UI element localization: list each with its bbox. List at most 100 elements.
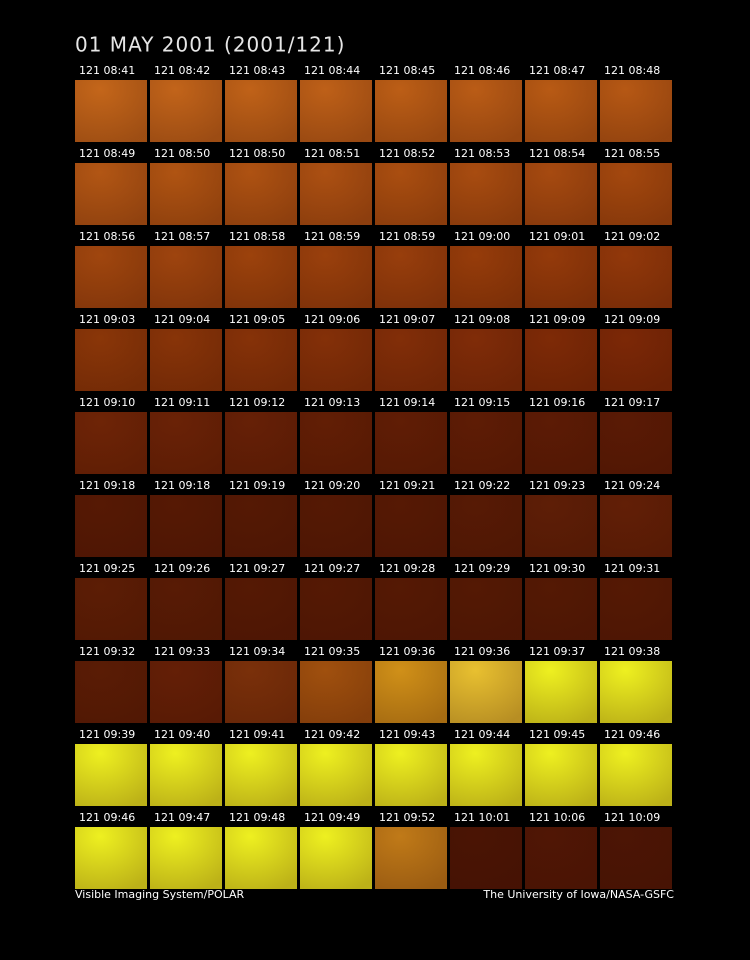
image-tile — [75, 495, 147, 557]
frame-time: 121 09:24 — [604, 479, 660, 492]
image-tile — [225, 827, 297, 889]
frame-time: 121 08:45 — [379, 64, 435, 77]
image-tile — [450, 495, 522, 557]
image-tile — [375, 578, 447, 640]
frame-time: 121 09:28 — [379, 562, 435, 575]
frame-time: 121 09:37 — [529, 645, 585, 658]
frame-time: 121 09:29 — [454, 562, 510, 575]
frame-time: 121 09:19 — [229, 479, 285, 492]
image-tile — [375, 495, 447, 557]
frame-time: 121 08:51 — [304, 147, 360, 160]
frame-time: 121 09:18 — [154, 479, 210, 492]
image-tile — [375, 661, 447, 723]
image-tile — [225, 246, 297, 308]
frame-time: 121 09:16 — [529, 396, 585, 409]
image-tile — [75, 163, 147, 225]
frame-time: 121 09:25 — [79, 562, 135, 575]
image-tile — [150, 329, 222, 391]
frame-time: 121 09:11 — [154, 396, 210, 409]
image-tile — [525, 661, 597, 723]
image-tile — [300, 661, 372, 723]
frame-time: 121 08:55 — [604, 147, 660, 160]
image-tile — [525, 80, 597, 142]
image-tile — [300, 163, 372, 225]
frame-time: 121 09:36 — [454, 645, 510, 658]
frame-time: 121 10:01 — [454, 811, 510, 824]
image-tile — [600, 246, 672, 308]
image-tile — [450, 80, 522, 142]
image-tile — [300, 744, 372, 806]
image-tile — [300, 827, 372, 889]
frame-time: 121 09:42 — [304, 728, 360, 741]
frame-time: 121 09:30 — [529, 562, 585, 575]
frame-time: 121 09:40 — [154, 728, 210, 741]
image-tile — [450, 661, 522, 723]
frame-time: 121 08:47 — [529, 64, 585, 77]
image-tile — [75, 827, 147, 889]
image-tile — [225, 412, 297, 474]
frame-time: 121 08:49 — [79, 147, 135, 160]
image-tile — [450, 744, 522, 806]
frame-time: 121 09:05 — [229, 313, 285, 326]
image-tile — [75, 578, 147, 640]
frame-time: 121 08:46 — [454, 64, 510, 77]
image-tile — [300, 495, 372, 557]
frame-time: 121 09:00 — [454, 230, 510, 243]
image-tile — [300, 578, 372, 640]
image-tile — [225, 80, 297, 142]
frame-time: 121 08:41 — [79, 64, 135, 77]
image-tile — [75, 412, 147, 474]
frame-time: 121 08:56 — [79, 230, 135, 243]
frame-time: 121 09:26 — [154, 562, 210, 575]
image-tile — [150, 246, 222, 308]
frame-time: 121 09:39 — [79, 728, 135, 741]
image-tile — [150, 827, 222, 889]
frame-time: 121 09:27 — [304, 562, 360, 575]
frame-time: 121 09:46 — [79, 811, 135, 824]
footer-left: Visible Imaging System/POLAR — [75, 888, 245, 901]
image-tile — [450, 163, 522, 225]
image-tile — [150, 163, 222, 225]
image-tile — [150, 661, 222, 723]
image-tile — [375, 329, 447, 391]
frame-time: 121 08:48 — [604, 64, 660, 77]
image-tile — [525, 578, 597, 640]
frame-time: 121 09:13 — [304, 396, 360, 409]
frame-time: 121 09:02 — [604, 230, 660, 243]
frame-time: 121 08:59 — [379, 230, 435, 243]
frame-time: 121 09:20 — [304, 479, 360, 492]
image-tile — [375, 827, 447, 889]
frame-time: 121 09:14 — [379, 396, 435, 409]
image-tile — [75, 744, 147, 806]
frame-time: 121 09:27 — [229, 562, 285, 575]
frame-time: 121 09:43 — [379, 728, 435, 741]
frame-time: 121 09:09 — [604, 313, 660, 326]
image-tile — [75, 246, 147, 308]
image-tile — [150, 578, 222, 640]
image-tile — [600, 661, 672, 723]
frame-time: 121 09:44 — [454, 728, 510, 741]
title: 01 MAY 2001 (2001/121) — [75, 33, 345, 57]
image-tile — [375, 744, 447, 806]
image-tile — [375, 163, 447, 225]
image-tile — [225, 661, 297, 723]
image-tile — [600, 412, 672, 474]
image-tile — [300, 246, 372, 308]
frame-time: 121 09:32 — [79, 645, 135, 658]
frame-time: 121 08:52 — [379, 147, 435, 160]
image-tile — [450, 246, 522, 308]
frame-time: 121 08:58 — [229, 230, 285, 243]
frame-time: 121 09:31 — [604, 562, 660, 575]
image-tile — [225, 329, 297, 391]
frame-time: 121 09:18 — [79, 479, 135, 492]
image-tile — [375, 412, 447, 474]
frame-time: 121 09:22 — [454, 479, 510, 492]
image-tile — [525, 495, 597, 557]
frame-time: 121 09:03 — [79, 313, 135, 326]
footer-right: The University of Iowa/NASA-GSFC — [482, 888, 674, 901]
frame-time: 121 09:08 — [454, 313, 510, 326]
frame-time: 121 10:09 — [604, 811, 660, 824]
image-tile — [600, 827, 672, 889]
